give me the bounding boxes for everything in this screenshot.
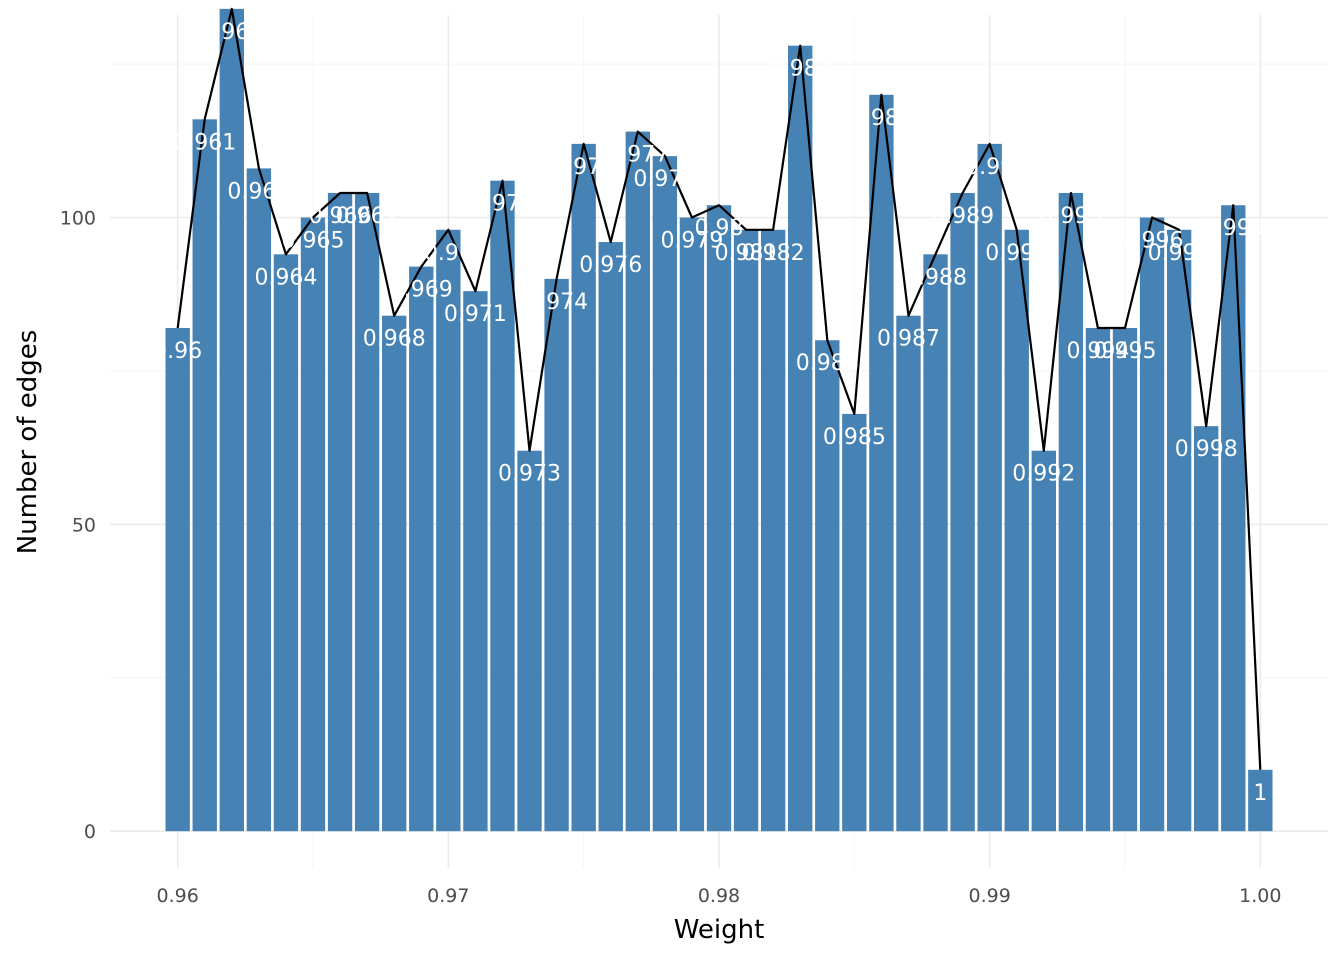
bar-value-label: 1	[1253, 781, 1267, 806]
bar	[842, 413, 867, 832]
axis-ticks: 0.96 0.97 0.98 0.99 1.00 0 50 100	[60, 208, 1282, 907]
bar	[950, 192, 975, 832]
bar	[815, 340, 840, 832]
bar	[327, 192, 353, 832]
bar	[625, 131, 650, 832]
y-tick-label: 0	[84, 821, 96, 843]
y-axis-title: Number of edges	[13, 330, 43, 555]
bar	[977, 143, 1002, 832]
bars	[165, 8, 1273, 832]
bar	[354, 192, 380, 832]
bar-value-label: 0.972	[471, 192, 534, 217]
bar	[1194, 426, 1219, 832]
bar-value-label: 0.999	[1202, 216, 1265, 241]
bar-value-label: 0.96	[153, 339, 202, 364]
bar	[300, 217, 326, 832]
bar	[679, 217, 705, 832]
bar	[165, 327, 190, 832]
bar	[760, 229, 786, 832]
bar-value-label: 0.992	[1012, 462, 1075, 487]
bar-value-label: 0.984	[796, 351, 859, 376]
bar-value-label: 0.997	[1148, 241, 1211, 266]
x-tick-label: 0.97	[427, 885, 469, 907]
bar-value-label: 0.965	[282, 229, 345, 254]
bar	[598, 242, 623, 832]
bar-value-label: 0.976	[579, 253, 642, 278]
bar-value-label: 0.979	[660, 229, 723, 254]
bar	[1248, 769, 1273, 832]
x-tick-label: 0.98	[698, 885, 740, 907]
bar-value-label: 0.981	[715, 241, 778, 266]
x-tick-label: 0.99	[969, 885, 1011, 907]
bar	[273, 254, 299, 832]
bar-value-label: 0.963	[227, 179, 290, 204]
bar	[571, 143, 596, 832]
bar	[652, 156, 678, 832]
bar-value-label: 0.998	[1175, 437, 1238, 462]
bar-value-label: 0.966	[309, 204, 372, 229]
bar	[1112, 327, 1138, 832]
bar	[706, 205, 732, 832]
bar-value-label: 0.964	[254, 265, 317, 290]
bar-value-label: 0.977	[606, 143, 669, 168]
bar-value-label: 0.987	[877, 327, 940, 352]
bar-value-label: 0.99	[965, 155, 1014, 180]
x-axis-title: Weight	[674, 915, 765, 945]
bar-value-label: 0.994	[1066, 339, 1129, 364]
bar	[1085, 327, 1111, 832]
bar	[490, 180, 515, 832]
bar	[869, 94, 894, 832]
bar-value-label: 0.978	[633, 167, 696, 192]
bar-value-label: 0.971	[444, 302, 507, 327]
x-tick-label: 1.00	[1239, 885, 1281, 907]
bar	[788, 45, 813, 832]
bar	[1031, 450, 1056, 832]
bar-value-label: 0.982	[742, 241, 805, 266]
bar	[1221, 205, 1246, 832]
bar	[192, 119, 217, 832]
bar	[436, 229, 461, 832]
bar	[1139, 217, 1165, 832]
bar	[544, 278, 569, 832]
bar-value-label: 0.983	[769, 57, 832, 82]
bar-value-label: 0.993	[1039, 204, 1102, 229]
bar-value-label: 0.968	[363, 327, 426, 352]
bar	[246, 168, 272, 832]
bar-value-label: 0.967	[336, 204, 399, 229]
bar	[409, 266, 434, 832]
bar	[1058, 192, 1084, 832]
bar-value-label: 0.962	[200, 20, 263, 45]
bar-value-label: 0.969	[390, 278, 453, 303]
trend-line-layer	[176, 7, 1262, 770]
y-tick-label: 100	[60, 208, 96, 230]
bar	[382, 315, 407, 832]
x-tick-label: 0.96	[157, 885, 199, 907]
bar-value-label: 0.985	[823, 425, 886, 450]
bar-value-label: 0.98	[695, 216, 744, 241]
bar	[219, 8, 244, 832]
bar-value-label: 0.991	[985, 241, 1048, 266]
bar	[733, 229, 759, 832]
bar-value-label: 0.974	[525, 290, 588, 315]
bar-value-label: 0.989	[931, 204, 994, 229]
y-tick-label: 50	[72, 514, 96, 536]
trend-line	[176, 7, 1262, 770]
bar-value-label: 0.97	[424, 241, 473, 266]
bar-value-label: 0.975	[552, 155, 615, 180]
bar-value-label: 0.995	[1094, 339, 1157, 364]
bar-value-label: 0.996	[1121, 229, 1184, 254]
bar	[463, 291, 488, 832]
bar	[923, 254, 948, 832]
bar-value-label: 0.988	[904, 265, 967, 290]
bar	[1166, 229, 1192, 832]
bar	[896, 315, 921, 832]
bar-value-label: 0.961	[173, 130, 236, 155]
bar-value-label: 0.973	[498, 462, 561, 487]
bar	[1004, 229, 1029, 832]
bar	[517, 450, 542, 832]
bar-value-label: 0.986	[850, 106, 913, 131]
